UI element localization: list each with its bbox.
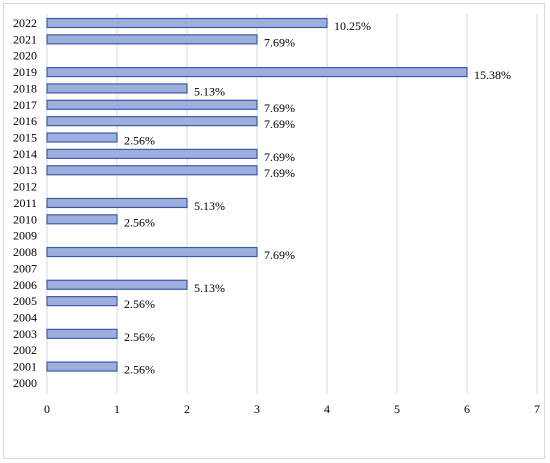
y-category-label: 2006 xyxy=(13,278,37,292)
x-tick-label: 6 xyxy=(464,402,470,416)
bar-2003 xyxy=(46,328,118,339)
x-tick-label: 0 xyxy=(44,402,50,416)
y-category-label: 2019 xyxy=(13,65,37,79)
x-axis-labels: 0 1 2 3 4 5 6 7 xyxy=(44,402,540,416)
y-category-label: 2000 xyxy=(13,376,37,390)
bar-2005 xyxy=(46,296,118,307)
bar-2011 xyxy=(46,197,188,209)
y-category-label: 2018 xyxy=(13,81,37,95)
bar-2014 xyxy=(46,148,258,159)
data-label-2014: 7.69% xyxy=(264,150,295,164)
y-category-label: 2012 xyxy=(13,180,37,194)
bar-2010 xyxy=(46,214,118,225)
bar-2019 xyxy=(46,66,468,78)
data-label-2019: 15.38% xyxy=(474,68,511,82)
y-category-label: 2008 xyxy=(13,245,37,259)
bar-2008 xyxy=(46,246,258,258)
x-tick-label: 7 xyxy=(534,402,540,416)
x-tick-label: 2 xyxy=(184,402,190,416)
y-category-label: 2017 xyxy=(13,98,37,112)
y-category-label: 2007 xyxy=(13,261,37,275)
data-label-2017: 7.69% xyxy=(264,101,295,115)
x-tick-label: 1 xyxy=(114,402,120,416)
y-category-label: 2004 xyxy=(13,310,37,324)
data-labels: 10.25% 7.69% 15.38% 5.13% 7.69% 7.69% 2.56% 7.6… xyxy=(124,19,511,377)
data-label-2022: 10.25% xyxy=(334,19,371,33)
x-tick-label: 5 xyxy=(394,402,400,416)
bar-2001 xyxy=(46,361,118,372)
data-label-2001: 2.56% xyxy=(124,363,155,377)
y-category-label: 2011 xyxy=(13,196,37,210)
y-category-label: 2016 xyxy=(13,114,37,128)
data-label-2018: 5.13% xyxy=(194,84,225,98)
bar-2022 xyxy=(46,17,328,29)
data-label-2011: 5.13% xyxy=(194,199,225,213)
data-label-2008: 7.69% xyxy=(264,248,295,262)
bar-2015 xyxy=(46,132,118,143)
y-category-label: 2020 xyxy=(13,49,37,63)
y-category-label: 2014 xyxy=(13,147,37,161)
x-tick-label: 3 xyxy=(254,402,260,416)
y-category-label: 2002 xyxy=(13,343,37,357)
data-label-2015: 2.56% xyxy=(124,134,155,148)
y-category-label: 2009 xyxy=(13,229,37,243)
y-category-label: 2003 xyxy=(13,327,37,341)
data-label-2013: 7.69% xyxy=(264,166,295,180)
data-label-2005: 2.56% xyxy=(124,297,155,311)
data-label-2016: 7.69% xyxy=(264,117,295,131)
y-category-label: 2010 xyxy=(13,212,37,226)
bar-2013 xyxy=(46,165,258,176)
data-label-2010: 2.56% xyxy=(124,215,155,229)
bar-2006 xyxy=(46,279,188,290)
y-category-label: 2013 xyxy=(13,163,37,177)
bar-2017 xyxy=(46,99,258,110)
bar-2021 xyxy=(46,34,258,45)
bar-2016 xyxy=(46,116,258,127)
bars xyxy=(46,17,468,372)
y-category-label: 2022 xyxy=(13,16,37,30)
y-category-label: 2015 xyxy=(13,131,37,145)
bar-2018 xyxy=(46,83,188,94)
data-label-2006: 5.13% xyxy=(194,281,225,295)
x-tick-label: 4 xyxy=(324,402,330,416)
chart-frame xyxy=(3,3,545,459)
y-category-label: 2021 xyxy=(13,32,37,46)
data-label-2003: 2.56% xyxy=(124,330,155,344)
y-axis-labels: 2022 2021 2020 2019 2018 2017 2016 2015 2014 2013… xyxy=(13,16,37,390)
y-category-label: 2001 xyxy=(13,360,37,374)
y-category-label: 2005 xyxy=(13,294,37,308)
data-label-2021: 7.69% xyxy=(264,35,295,49)
